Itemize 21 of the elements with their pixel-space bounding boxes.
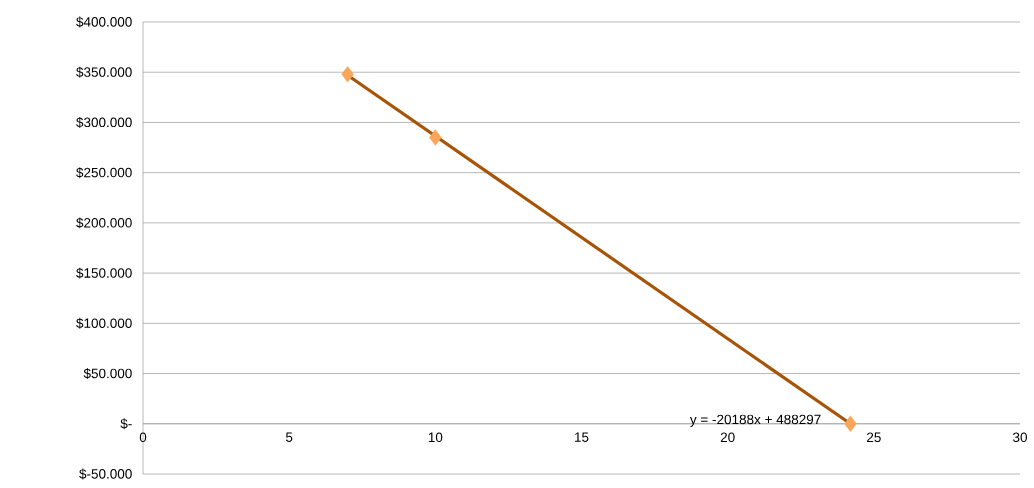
x-tick-label: 0 (139, 432, 147, 443)
y-tick-label: $250.000 (76, 167, 132, 179)
x-tick-label: 25 (867, 432, 881, 443)
y-tick-label: $50.000 (83, 368, 132, 380)
y-tick-label: $- (120, 418, 132, 430)
y-tick-label: $300.000 (76, 116, 132, 128)
point (844, 415, 857, 432)
y-tick-label: $200.000 (76, 217, 132, 229)
y-tick-label: $100.000 (76, 317, 132, 329)
y-tick-label: $400.000 (76, 16, 132, 28)
point (341, 66, 354, 83)
x-tick-label: 15 (575, 432, 589, 442)
x-tick-label: 20 (720, 432, 735, 443)
annotation: y = -20188x + 488297 (689, 414, 821, 427)
y-tick-label: $150.000 (76, 267, 132, 279)
point (429, 129, 442, 146)
y-tick-label: $350.000 (76, 66, 132, 78)
y-tick-label: $-50.000 (79, 468, 132, 480)
x-tick-label: 10 (428, 432, 443, 443)
x-tick-label: 30 (1013, 432, 1027, 443)
x-tick-label: 5 (285, 432, 293, 442)
